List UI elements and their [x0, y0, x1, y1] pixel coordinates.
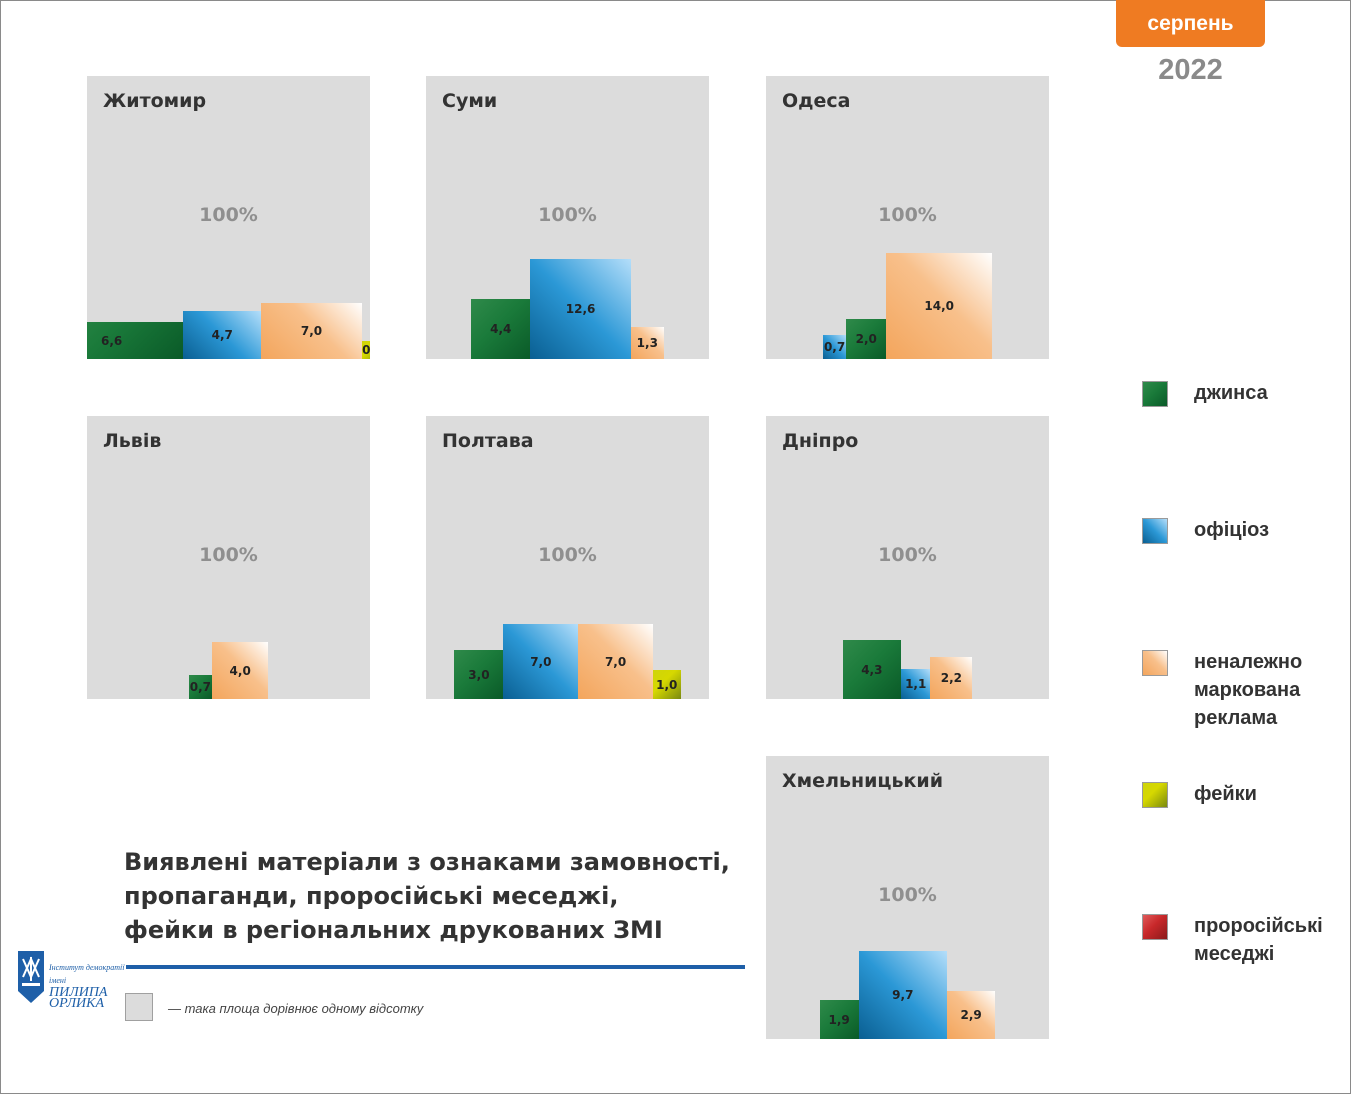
bar-reklama [212, 642, 269, 699]
bar-value-label: 2,0 [855, 332, 877, 346]
bar-dzhynsa [87, 322, 184, 359]
bar-ofitsioz [822, 335, 847, 359]
month-badge: серпень [1116, 0, 1265, 47]
bar-reklama [886, 253, 993, 359]
bar-ofitsioz [183, 311, 262, 359]
bar-value-label: 2,2 [940, 671, 962, 685]
logo-line-4: ОРЛИКА [49, 996, 105, 1011]
bar-value-label: 7,0 [530, 654, 552, 669]
bar-dzhynsa [846, 319, 887, 359]
institute-logo: Інститут демократії імені ПИЛИПА ОРЛИКА [16, 945, 125, 1011]
panel-unit-label: 100% [878, 884, 937, 906]
bar-value-label: 7,0 [604, 654, 627, 669]
legend-label: неналежно маркована реклама [1194, 651, 1303, 729]
bar-reklama [261, 303, 362, 359]
panel-unit-label: 100% [199, 544, 258, 566]
legend-label: фейки [1194, 783, 1257, 805]
bar-dzhynsa [454, 650, 504, 699]
chart-panel: Дніпро 100% 4,3 1,1 2,2 [766, 416, 1049, 699]
logo-line-2: імені [49, 976, 67, 985]
bar-value-label: 1,9 [828, 1012, 850, 1027]
chart-panel: Хмельницький 100% 1,9 9,7 2,9 [766, 756, 1049, 1039]
unit-note: — така площа дорівнює одному відсотку [168, 1001, 424, 1016]
panel-title: Полтава [442, 430, 534, 452]
legend-swatch [1142, 518, 1168, 544]
panel-unit-label: 100% [199, 204, 258, 226]
headline: Виявлені матеріали з ознаками замовності… [124, 845, 764, 947]
panel-title: Житомир [103, 90, 207, 112]
panel-title: Одеса [782, 90, 851, 112]
bar-value-label: 1,3 [636, 336, 658, 350]
bar-value-label: 4,3 [861, 662, 883, 677]
bar-value-label: 14,0 [924, 299, 954, 313]
year-label: 2022 [1158, 54, 1223, 86]
chart-panel: Одеса 100% 0,7 2,0 14,0 [766, 76, 1049, 359]
bar-value-label: 1,0 [656, 677, 678, 692]
month-label: серпень [1147, 11, 1234, 35]
legend-swatch [1142, 782, 1168, 808]
bar-reklama [930, 657, 973, 699]
headline-line-1: Виявлені матеріали з ознаками замовності… [124, 848, 730, 876]
legend-label: офіціоз [1194, 519, 1270, 541]
panel-unit-label: 100% [878, 204, 937, 226]
bar-ofitsioz [503, 624, 579, 699]
bar-feiky [361, 341, 370, 359]
bar-dzhynsa [842, 640, 902, 699]
headline-line-3: фейки в регіональних друкованих ЗМІ [124, 916, 663, 944]
bar-dzhynsa [819, 1000, 859, 1039]
legend-label: джинса [1194, 382, 1268, 404]
bar-ofitsioz [901, 669, 931, 699]
bar-value-label: 0,7 [823, 340, 846, 354]
bar-value-label: 3,0 [468, 667, 490, 682]
legend-swatch [1142, 650, 1168, 676]
panel-unit-label: 100% [538, 544, 597, 566]
chart-panel: Суми 100% 4,4 12,6 1,3 [426, 76, 709, 359]
bar-value-label: 4,0 [229, 663, 251, 678]
panel-title: Суми [442, 90, 498, 112]
legend-label: проросійські меседжі [1194, 915, 1323, 965]
bar-value-label: 1,1 [905, 677, 927, 691]
unit-square-swatch [125, 993, 153, 1021]
chart-panel: Львів 100% 0,7 4,0 [87, 416, 370, 699]
bar-value-label: 0,7 [189, 680, 212, 694]
panel-unit-label: 100% [538, 204, 597, 226]
bar-dzhynsa [188, 675, 213, 699]
bar-feiky [652, 670, 681, 699]
bar-ofitsioz [530, 259, 632, 359]
bar-value-label: 12,6 [565, 302, 596, 316]
panel-title: Львів [103, 430, 162, 452]
panel-title: Хмельницький [782, 770, 944, 792]
headline-rule [126, 965, 745, 969]
headline-line-2: пропаганди, проросійські меседжі, [124, 882, 619, 910]
institute-emblem-icon [18, 951, 44, 1003]
bar-value-label: 6,6 [100, 333, 123, 348]
logo-line-3: ПИЛИПА [49, 985, 108, 1000]
bar-value-label: 0,5 [362, 343, 370, 357]
legend-swatch [1142, 914, 1168, 940]
bar-value-label: 4,4 [490, 322, 512, 336]
panel-title: Дніпро [782, 430, 859, 452]
logo-line-1: Інститут демократії [49, 963, 125, 972]
legend-swatch [1142, 381, 1168, 407]
bar-ofitsioz [858, 951, 947, 1039]
bar-value-label: 9,7 [892, 988, 914, 1002]
bar-value-label: 4,7 [211, 328, 233, 342]
bar-reklama [946, 991, 996, 1039]
chart-panel: Полтава 100% 3,0 7,0 7,0 1,0 [426, 416, 709, 699]
bar-value-label: 7,0 [300, 324, 323, 338]
bar-reklama [578, 624, 653, 699]
bar-reklama [631, 327, 664, 359]
panel-unit-label: 100% [878, 544, 937, 566]
bar-dzhynsa [471, 299, 531, 359]
bar-value-label: 2,9 [960, 1008, 982, 1022]
